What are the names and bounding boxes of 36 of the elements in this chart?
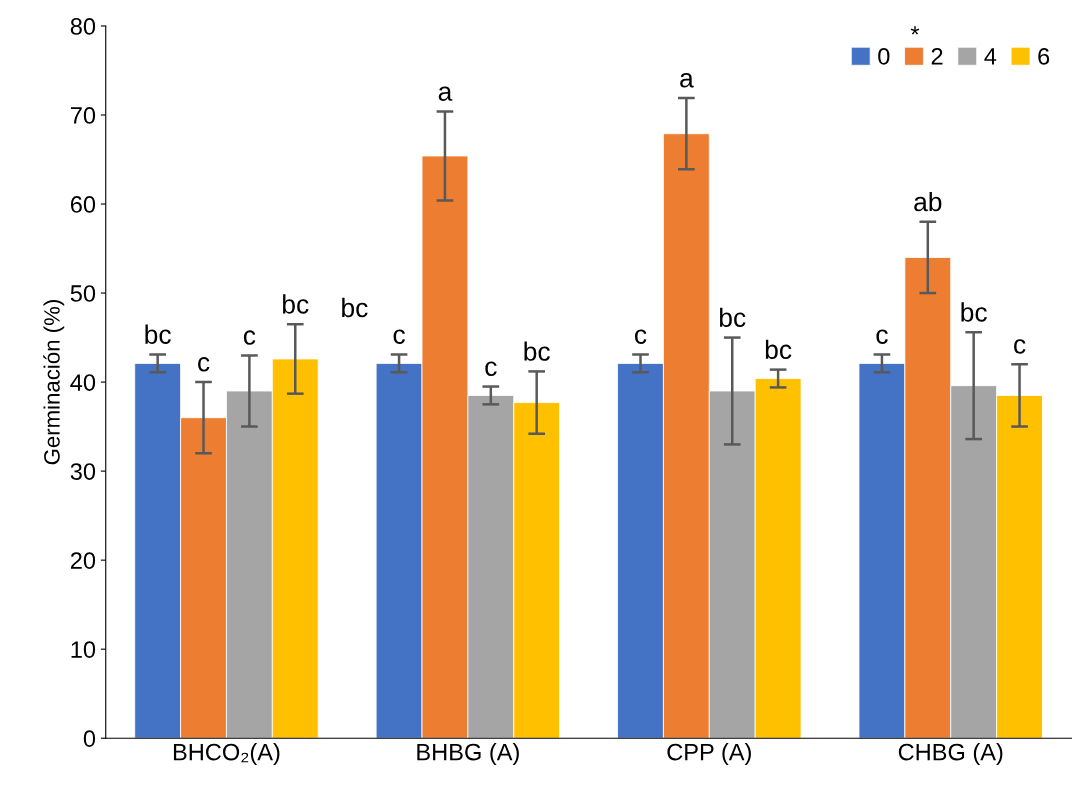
data-label: c (485, 361, 497, 376)
data-label: c (393, 329, 405, 344)
data-label: bc (765, 339, 792, 360)
legend-label: 6 (1038, 47, 1050, 65)
data-label: ab (914, 191, 942, 212)
legend-label: 2 (931, 47, 943, 65)
legend-label: 4 (984, 48, 997, 65)
x-tick-label: BHBG (A) (417, 743, 519, 766)
data-label: bc (961, 302, 987, 322)
data-label: bc (145, 324, 171, 344)
data-label: c (1014, 339, 1026, 354)
annotation: * (910, 26, 920, 35)
y-tick-label: 30 (70, 463, 96, 480)
y-tick-label: 10 (71, 641, 96, 658)
x-tick-label: CHBG (A) (898, 743, 1003, 766)
y-tick-label: 40 (70, 374, 96, 391)
data-label: c (635, 329, 647, 344)
legend-label: 0 (878, 47, 890, 65)
data-label: bc (720, 307, 746, 328)
x-tick-label: CPP (A) (667, 743, 751, 766)
y-tick-label: 50 (70, 285, 96, 302)
data-label: c (243, 330, 256, 345)
y-tick-label: 80 (70, 18, 96, 35)
y-tick-label: 20 (70, 552, 96, 569)
y-axis-title: Germinación (%) (43, 300, 65, 465)
data-label: bc (524, 341, 550, 361)
data-label: c (876, 329, 888, 344)
y-tick-label: 70 (70, 107, 96, 124)
y-tick-label: 60 (70, 196, 96, 213)
data-label: a (438, 86, 453, 101)
data-label: a (680, 73, 694, 88)
data-label: c (198, 357, 210, 372)
annotation: bc (342, 297, 368, 318)
y-tick-label: 0 (83, 730, 96, 747)
data-label: bc (283, 294, 309, 314)
x-tick-label: BHCO₂(A) (173, 743, 280, 766)
